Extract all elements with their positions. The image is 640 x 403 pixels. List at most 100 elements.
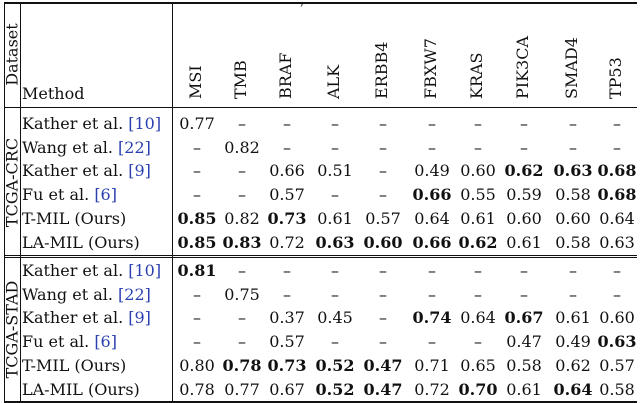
cell-tp53: 0.58 <box>599 379 635 399</box>
cell-kras: – <box>474 261 482 280</box>
cell-tp53: 0.63 <box>599 232 635 252</box>
cell-alk: – <box>331 261 339 280</box>
cell-pik3ca: 0.60 <box>506 208 542 228</box>
cell-fbxw7: 0.72 <box>414 379 450 399</box>
citation-link[interactable]: [10] <box>128 114 162 133</box>
cell-erbb4: – <box>379 284 387 304</box>
cell-erbb4: – <box>379 332 387 352</box>
cell-alk: 0.63 <box>315 232 355 252</box>
cell-smad4: – <box>569 137 577 157</box>
method-name: Wang et al. [22] <box>22 137 151 157</box>
table-row: Fu et al. [6] – – 0.57 – – 0.66 0.55 0.59 0.58 0.6… <box>0 183 640 207</box>
cell-msi: 0.77 <box>179 114 215 133</box>
column-header-erbb4: ERBB4 <box>359 0 407 103</box>
table-row: Kather et al. [9] – – 0.37 0.45 – 0.74 0.64 0.67… <box>0 306 640 330</box>
cell-fbxw7: 0.64 <box>414 208 450 228</box>
cell-pik3ca: 0.47 <box>506 332 542 352</box>
column-header-label: ALK <box>324 64 343 99</box>
cell-msi: – <box>193 161 201 181</box>
page-top-fragment: , <box>300 0 305 9</box>
cell-erbb4: – <box>379 161 387 181</box>
method-name: Kather et al. [9] <box>22 161 151 181</box>
citation-link[interactable]: [22] <box>118 137 151 157</box>
cell-tp53: 0.63 <box>597 332 637 352</box>
cell-tp53: 0.68 <box>597 161 637 181</box>
cell-fbxw7: – <box>428 137 436 157</box>
cell-fbxw7: – <box>428 114 436 133</box>
cell-tp53: 0.68 <box>597 185 637 205</box>
cell-erbb4: – <box>379 114 387 133</box>
cell-smad4: 0.63 <box>553 161 593 181</box>
cell-braf: 0.73 <box>267 355 307 375</box>
column-header-label: TP53 <box>606 57 625 99</box>
column-header-label: PIK3CA <box>513 35 532 99</box>
citation-link[interactable]: [6] <box>94 332 117 352</box>
column-header-label: KRAS <box>467 52 486 99</box>
cell-kras: – <box>474 114 482 133</box>
cell-smad4: – <box>569 114 577 133</box>
table-row: Kather et al. [9] – – 0.66 0.51 – 0.49 0.60 0.62… <box>0 159 640 183</box>
column-header-msi: MSI <box>177 0 217 103</box>
citation-link[interactable]: [9] <box>128 161 151 181</box>
cell-fbxw7: 0.71 <box>414 355 450 375</box>
column-header-alk: ALK <box>313 0 357 103</box>
cell-tmb: 0.78 <box>222 355 262 375</box>
cell-erbb4: – <box>379 308 387 328</box>
cell-msi: 0.85 <box>177 232 217 252</box>
method-name: Kather et al. [10] <box>22 114 162 133</box>
method-name: T-MIL (Ours) <box>22 208 127 228</box>
column-header-braf: BRAF <box>264 0 310 103</box>
column-header-label: BRAF <box>276 52 295 99</box>
cell-msi: – <box>193 137 201 157</box>
table-row: LA-MIL (Ours) 0.78 0.77 0.67 0.52 0.47 0.72 0.7… <box>0 378 640 402</box>
cell-tmb: – <box>238 185 246 205</box>
method-name: Kather et al. [9] <box>22 308 151 328</box>
header-rule <box>4 107 637 108</box>
cell-tp53: 0.57 <box>599 355 635 375</box>
cell-erbb4: – <box>379 185 387 205</box>
cell-msi: – <box>193 284 201 304</box>
cell-smad4: 0.49 <box>555 332 591 352</box>
cell-alk: – <box>331 284 339 304</box>
cell-tp53: 0.64 <box>599 208 635 228</box>
cell-erbb4: 0.57 <box>365 208 401 228</box>
cell-kras: 0.61 <box>460 208 496 228</box>
cell-msi: 0.81 <box>177 261 217 280</box>
column-header-label: SMAD4 <box>562 37 581 99</box>
cell-tmb: 0.83 <box>222 232 262 252</box>
cell-alk: 0.61 <box>317 208 353 228</box>
cell-smad4: – <box>569 261 577 280</box>
cell-tmb: 0.75 <box>224 284 260 304</box>
cell-kras: 0.55 <box>460 185 496 205</box>
cell-erbb4: 0.47 <box>363 355 403 375</box>
cell-tmb: – <box>238 308 246 328</box>
citation-link[interactable]: [22] <box>118 284 151 304</box>
cell-pik3ca: – <box>520 284 528 304</box>
top-rule <box>4 2 637 4</box>
method-name: LA-MIL (Ours) <box>22 379 140 399</box>
cell-tmb: – <box>238 161 246 181</box>
cell-smad4: – <box>569 284 577 304</box>
column-header-kras: KRAS <box>456 0 500 103</box>
cell-kras: 0.60 <box>460 161 496 181</box>
cell-erbb4: – <box>379 261 387 280</box>
cell-msi: – <box>193 308 201 328</box>
table-row: T-MIL (Ours) 0.85 0.82 0.73 0.61 0.57 0.64 0.61… <box>0 207 640 231</box>
table-row: Kather et al. [10] 0.81 – – – – – – – – – <box>0 259 640 283</box>
column-header-tp53: TP53 <box>597 0 637 103</box>
cell-smad4: 0.58 <box>555 185 591 205</box>
cell-braf: – <box>283 114 291 133</box>
citation-link[interactable]: [6] <box>94 185 117 205</box>
citation-link[interactable]: [10] <box>128 261 162 280</box>
method-name: Kather et al. [10] <box>22 261 162 280</box>
cell-fbxw7: 0.74 <box>412 308 452 328</box>
citation-link[interactable]: [9] <box>128 308 151 328</box>
cell-pik3ca: – <box>520 137 528 157</box>
column-header-label: MSI <box>186 65 205 99</box>
method-name: Wang et al. [22] <box>22 284 151 304</box>
cell-kras: – <box>474 332 482 352</box>
table-row: Wang et al. [22] – 0.75 – – – – – – – – <box>0 283 640 307</box>
cell-smad4: 0.60 <box>555 208 591 228</box>
cell-pik3ca: – <box>520 261 528 280</box>
cell-tmb: 0.77 <box>224 379 260 399</box>
